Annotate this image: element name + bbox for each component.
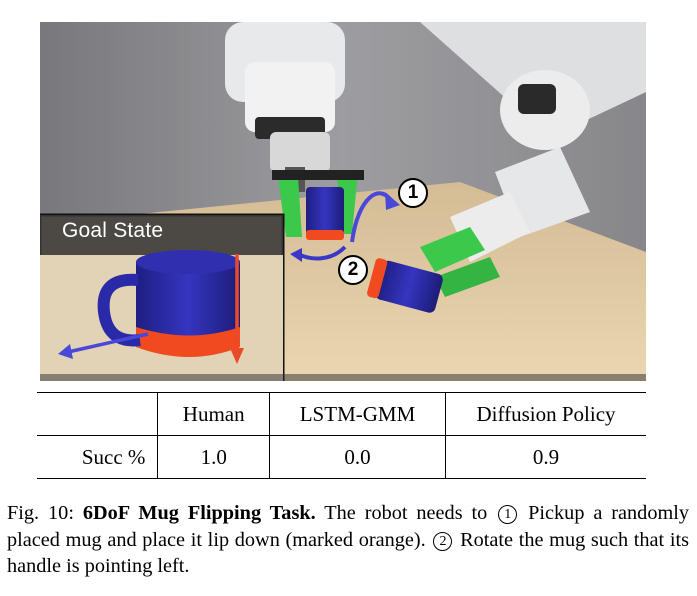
cell-diffusion-policy: 0.9: [532, 444, 560, 469]
step-2-marker: 2: [338, 255, 368, 285]
caption-step-1-mark: 1: [498, 505, 518, 524]
robot-arm-right: [420, 22, 646, 297]
goal-state-label: Goal State: [62, 219, 164, 242]
header-human: Human: [157, 392, 270, 436]
caption-step-2-mark: 2: [433, 531, 453, 551]
caption-text-b: Pickup a randomly placed mug and place i…: [7, 502, 690, 551]
table-header-row: Human LSTM-GMM Diffusion Policy: [37, 392, 646, 436]
caption-text-c: Rotate the mug such that its handle is p…: [7, 528, 690, 578]
step-1-marker: 1: [398, 178, 428, 208]
figure-caption: Fig. 10: 6DoF Mug Flipping Task. The rob…: [7, 500, 689, 580]
table-row: Succ % 1.0 0.0 0.9: [37, 435, 646, 479]
results-table: Human LSTM-GMM Diffusion Policy Succ % 1…: [37, 392, 646, 479]
goal-state-inset: [40, 213, 285, 381]
photo-illustration: [40, 22, 646, 381]
caption-prefix: Fig. 10:: [7, 502, 83, 524]
cell-lstm-gmm: 0.0: [269, 435, 447, 479]
caption-title: 6DoF Mug Flipping Task.: [82, 502, 316, 524]
cell-human: 1.0: [157, 435, 270, 479]
header-empty: [37, 392, 159, 436]
header-diffusion-policy: Diffusion Policy: [476, 401, 616, 426]
caption-text-a: The robot needs to: [315, 502, 497, 524]
figure-photo: Goal State 1 2: [40, 22, 646, 381]
robot-arm-left: [225, 22, 364, 237]
header-lstm-gmm: LSTM-GMM: [269, 392, 447, 436]
row-label: Succ %: [37, 435, 159, 479]
